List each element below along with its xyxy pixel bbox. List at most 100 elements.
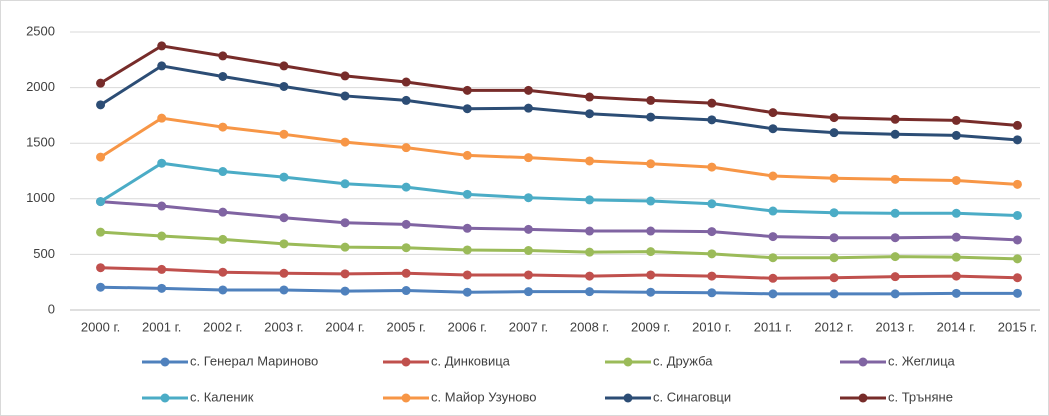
point — [279, 61, 289, 71]
x-tick-label: 2011 г. — [754, 319, 792, 334]
series-line — [100, 285, 1018, 296]
point — [96, 263, 106, 273]
point — [523, 224, 533, 234]
point — [1012, 120, 1022, 130]
point — [585, 271, 595, 281]
point — [1012, 254, 1022, 264]
point — [462, 245, 472, 255]
legend-label: с. Динковица — [431, 353, 511, 368]
point — [96, 152, 106, 162]
point — [462, 189, 472, 199]
point — [707, 98, 717, 108]
x-tick-label: 2003 г. — [264, 319, 303, 334]
point — [585, 226, 595, 236]
legend-marker — [858, 357, 868, 367]
x-tick-label: 2006 г. — [448, 319, 487, 334]
point — [707, 227, 717, 237]
point — [340, 91, 350, 101]
point — [523, 270, 533, 280]
x-tick-label: 2004 г. — [325, 319, 364, 334]
x-tick-label: 2014 г. — [937, 319, 976, 334]
x-tick-label: 2015 г. — [998, 319, 1037, 334]
point — [1012, 210, 1022, 220]
point — [96, 197, 106, 207]
point — [890, 208, 900, 218]
legend-label: с. Каленик — [190, 389, 254, 404]
series-line — [99, 116, 1018, 186]
x-tick-label: 2008 г. — [570, 319, 609, 334]
point — [707, 162, 717, 172]
point — [646, 287, 656, 297]
x-tick-label: 2001 г. — [142, 319, 181, 334]
point — [96, 227, 106, 237]
point — [1012, 179, 1022, 189]
point — [829, 289, 839, 299]
y-tick-label: 500 — [33, 246, 55, 261]
point — [523, 85, 533, 95]
point — [279, 81, 289, 91]
point — [768, 253, 778, 263]
point — [890, 114, 900, 124]
legend-marker — [858, 393, 868, 403]
point — [768, 171, 778, 181]
legend-label: с. Дружба — [653, 353, 713, 368]
x-tick-label: 2007 г. — [509, 319, 548, 334]
point — [829, 233, 839, 243]
point — [218, 51, 228, 61]
point — [279, 268, 289, 278]
point — [707, 199, 717, 209]
point — [401, 268, 411, 278]
point — [1012, 135, 1022, 145]
point — [768, 289, 778, 299]
point — [279, 129, 289, 139]
point — [890, 272, 900, 282]
legend-label: с. Синаговци — [653, 389, 731, 404]
point — [401, 219, 411, 229]
point — [340, 242, 350, 252]
point — [523, 193, 533, 203]
point — [707, 271, 717, 281]
point — [340, 269, 350, 279]
point — [462, 287, 472, 297]
point — [462, 150, 472, 160]
point — [951, 232, 961, 242]
point — [890, 233, 900, 243]
legend-label: с. Жеглица — [888, 353, 956, 368]
point — [768, 273, 778, 283]
point — [768, 206, 778, 216]
point — [768, 232, 778, 242]
point — [646, 226, 656, 236]
y-tick-label: 1000 — [26, 190, 55, 205]
point — [523, 153, 533, 163]
point — [707, 115, 717, 125]
point — [1012, 288, 1022, 298]
legend-marker — [160, 357, 170, 367]
point — [951, 252, 961, 262]
point — [890, 289, 900, 299]
series-line — [100, 266, 1018, 280]
point — [340, 137, 350, 147]
point — [707, 288, 717, 298]
point — [157, 61, 167, 71]
point — [829, 253, 839, 263]
series-line — [100, 230, 1018, 261]
point — [401, 95, 411, 105]
x-tick-label: 2005 г. — [387, 319, 426, 334]
point — [951, 115, 961, 125]
point — [340, 179, 350, 189]
point — [340, 286, 350, 296]
point — [585, 109, 595, 119]
point — [890, 129, 900, 139]
point — [401, 77, 411, 87]
legend-label: с. Генерал Мариново — [190, 353, 318, 368]
point — [462, 270, 472, 280]
x-tick-label: 2010 г. — [692, 319, 731, 334]
y-tick-label: 2500 — [26, 23, 55, 38]
point — [646, 270, 656, 280]
point — [829, 273, 839, 283]
point — [829, 173, 839, 183]
point — [951, 130, 961, 140]
point — [218, 71, 228, 81]
point — [707, 249, 717, 259]
point — [462, 223, 472, 233]
